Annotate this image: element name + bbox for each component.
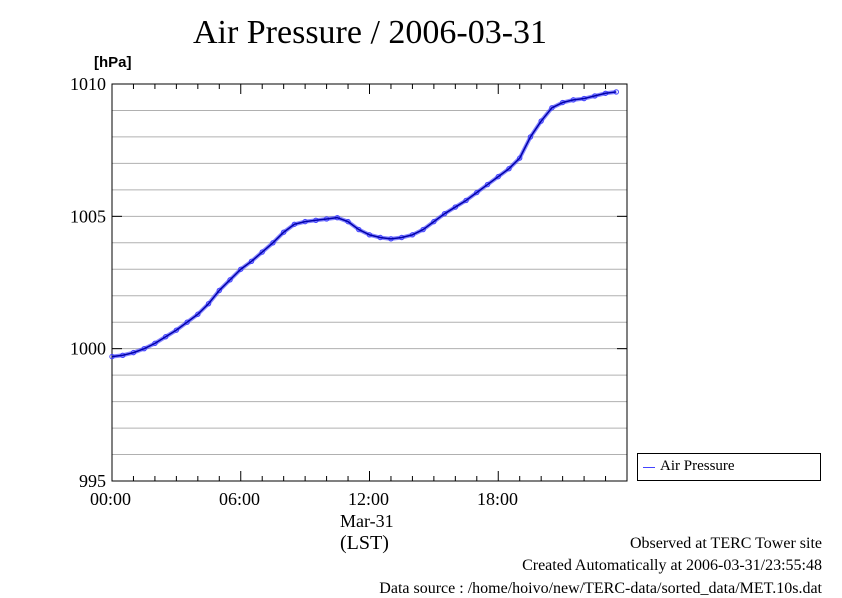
x-axis-label: (LST)	[340, 532, 389, 554]
y-tick-label: 1005	[70, 206, 106, 226]
chart-title: Air Pressure / 2006-03-31	[192, 14, 548, 51]
x-axis-date: Mar-31	[340, 511, 394, 531]
plot-frame	[111, 83, 628, 482]
footer-created: Created Automatically at 2006-03-31/23:5…	[522, 557, 822, 574]
series-line	[111, 91, 617, 358]
footer-site: Observed at TERC Tower site	[629, 535, 822, 552]
y-tick-label: 1010	[70, 74, 106, 94]
x-tick-label: 00:00	[90, 489, 132, 509]
footer-source: Data source : /home/hoivo/new/TERC-data/…	[379, 580, 822, 597]
legend-swatch	[643, 467, 655, 468]
legend: Air Pressure	[637, 453, 821, 481]
legend-label: Air Pressure	[660, 458, 735, 474]
x-tick-label: 06:00	[219, 489, 261, 509]
y-tick-label: 1000	[70, 339, 106, 359]
y-tick-label: 995	[79, 471, 106, 491]
y-axis-unit: [hPa]	[94, 54, 132, 71]
x-tick-label: 18:00	[477, 489, 519, 509]
x-tick-label: 12:00	[348, 489, 390, 509]
series-line-halo	[111, 89, 617, 359]
